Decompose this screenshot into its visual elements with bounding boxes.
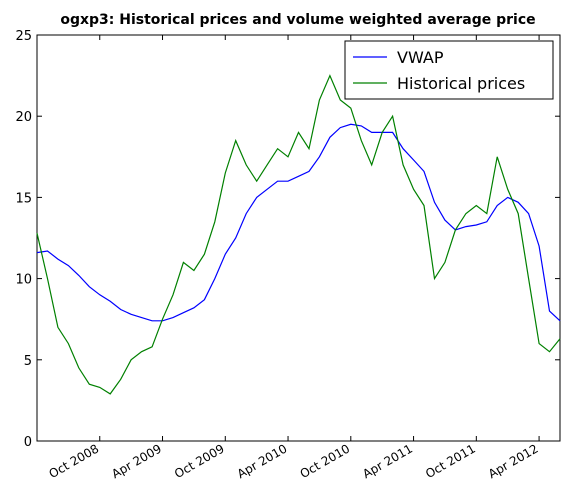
x-tick-label: Oct 2010 (298, 441, 353, 479)
x-tick-label: Oct 2009 (172, 441, 227, 479)
x-tick-label: Apr 2010 (235, 441, 290, 479)
line-series (36, 123, 561, 322)
y-tick-label: 15 (15, 191, 32, 206)
legend-label: VWAP (397, 48, 444, 67)
x-tick-label: Oct 2008 (47, 441, 102, 479)
y-tick-label: 10 (15, 273, 32, 288)
x-tick-label: Apr 2012 (486, 441, 541, 479)
chart-title: ogxp3: Historical prices and volume weig… (60, 12, 535, 28)
x-tick-label: Apr 2011 (360, 441, 415, 479)
y-tick-label: 5 (24, 354, 32, 369)
legend-box (344, 40, 554, 100)
x-tick-label: Apr 2009 (109, 441, 164, 479)
y-tick-label: 0 (24, 435, 32, 450)
x-tick-label: Oct 2011 (423, 441, 478, 479)
legend-label: Historical prices (397, 74, 525, 93)
plot-frame (36, 34, 561, 442)
line-series (36, 74, 561, 395)
y-tick-label: 20 (15, 110, 32, 125)
y-tick-label: 25 (15, 29, 32, 44)
